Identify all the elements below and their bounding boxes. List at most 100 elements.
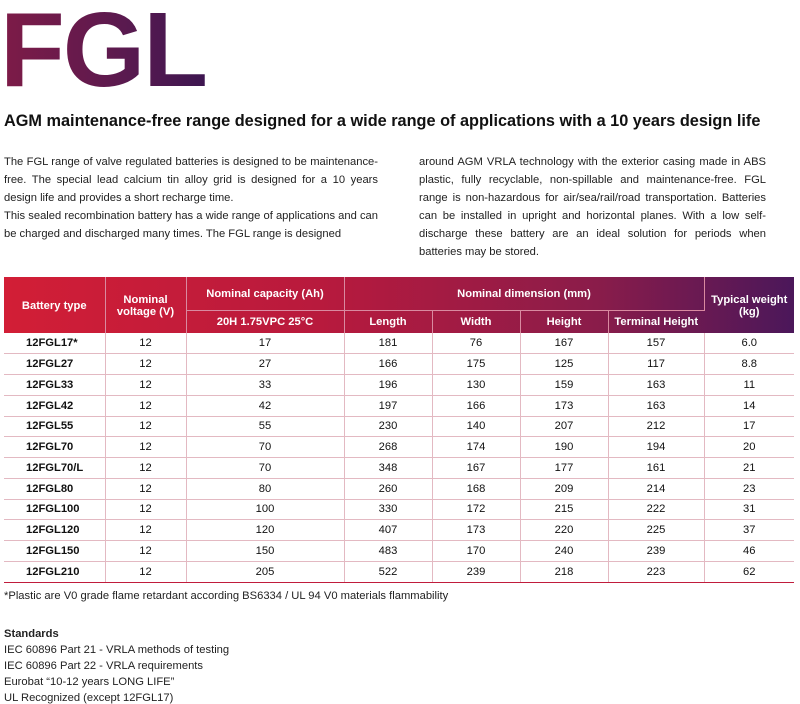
table-row: 12FGL33 12 33 196 130 159 163 11 <box>4 374 794 396</box>
table-row: 12FGL55 12 55 230 140 207 212 17 <box>4 416 794 438</box>
cell-weight: 23 <box>704 478 794 500</box>
cell-battery-type: 12FGL150 <box>4 540 106 562</box>
cell-terminal-height: 239 <box>608 540 705 562</box>
cell-length: 260 <box>344 478 433 500</box>
cell-weight: 8.8 <box>704 353 794 375</box>
table-header: Battery type Nominal voltage (V) Nominal… <box>4 277 794 333</box>
cell-battery-type: 12FGL42 <box>4 395 106 417</box>
cell-length: 522 <box>344 561 433 583</box>
table-row: 12FGL27 12 27 166 175 125 117 8.8 <box>4 353 794 375</box>
cell-length: 181 <box>344 333 433 355</box>
cell-length: 483 <box>344 540 433 562</box>
cell-terminal-height: 225 <box>608 519 705 541</box>
table-row: 12FGL70/L 12 70 348 167 177 161 21 <box>4 457 794 479</box>
cell-length: 330 <box>344 499 433 521</box>
table-row: 12FGL42 12 42 197 166 173 163 14 <box>4 395 794 417</box>
cell-terminal-height: 117 <box>608 353 705 375</box>
cell-voltage: 12 <box>105 561 187 583</box>
cell-terminal-height: 163 <box>608 374 705 396</box>
cell-capacity: 100 <box>186 499 345 521</box>
standards-item: UL Recognized (except 12FGL17) <box>4 692 174 704</box>
table-row: 12FGL100 12 100 330 172 215 222 31 <box>4 499 794 521</box>
cell-capacity: 70 <box>186 436 345 458</box>
header-length: Length <box>344 309 433 333</box>
header-terminal-height: Terminal Height <box>608 309 704 333</box>
cell-capacity: 70 <box>186 457 345 479</box>
cell-weight: 6.0 <box>704 333 794 355</box>
cell-width: 140 <box>432 416 521 438</box>
cell-width: 172 <box>432 499 521 521</box>
cell-terminal-height: 214 <box>608 478 705 500</box>
cell-capacity: 55 <box>186 416 345 438</box>
cell-width: 170 <box>432 540 521 562</box>
table-row: 12FGL17* 12 17 181 76 167 157 6.0 <box>4 333 794 355</box>
cell-length: 197 <box>344 395 433 417</box>
cell-width: 130 <box>432 374 521 396</box>
cell-height: 167 <box>520 333 609 355</box>
cell-height: 240 <box>520 540 609 562</box>
cell-battery-type: 12FGL27 <box>4 353 106 375</box>
intro-right-column: around AGM VRLA technology with the exte… <box>419 153 766 261</box>
standards-item: Eurobat “10-12 years LONG LIFE” <box>4 676 175 688</box>
cell-height: 209 <box>520 478 609 500</box>
cell-battery-type: 12FGL55 <box>4 416 106 438</box>
cell-width: 174 <box>432 436 521 458</box>
cell-voltage: 12 <box>105 353 187 375</box>
cell-terminal-height: 194 <box>608 436 705 458</box>
cell-weight: 20 <box>704 436 794 458</box>
cell-length: 166 <box>344 353 433 375</box>
cell-terminal-height: 212 <box>608 416 705 438</box>
cell-battery-type: 12FGL70/L <box>4 457 106 479</box>
cell-battery-type: 12FGL17* <box>4 333 106 355</box>
header-height: Height <box>520 309 609 333</box>
cell-voltage: 12 <box>105 478 187 500</box>
cell-capacity: 33 <box>186 374 345 396</box>
intro-paragraph: This sealed recombination battery has a … <box>4 210 378 240</box>
cell-voltage: 12 <box>105 519 187 541</box>
cell-height: 159 <box>520 374 609 396</box>
cell-width: 167 <box>432 457 521 479</box>
intro-paragraph: The FGL range of valve regulated batteri… <box>4 156 378 204</box>
cell-voltage: 12 <box>105 374 187 396</box>
cell-weight: 17 <box>704 416 794 438</box>
cell-battery-type: 12FGL100 <box>4 499 106 521</box>
header-battery-type: Battery type <box>4 277 106 333</box>
cell-weight: 21 <box>704 457 794 479</box>
cell-capacity: 17 <box>186 333 345 355</box>
cell-height: 207 <box>520 416 609 438</box>
cell-terminal-height: 222 <box>608 499 705 521</box>
cell-weight: 37 <box>704 519 794 541</box>
cell-length: 407 <box>344 519 433 541</box>
cell-width: 76 <box>432 333 521 355</box>
table-row: 12FGL150 12 150 483 170 240 239 46 <box>4 540 794 562</box>
cell-height: 125 <box>520 353 609 375</box>
standards-item: IEC 60896 Part 22 - VRLA requirements <box>4 660 203 672</box>
cell-length: 196 <box>344 374 433 396</box>
cell-battery-type: 12FGL210 <box>4 561 106 583</box>
table-body: 12FGL17* 12 17 181 76 167 157 6.0 12FGL2… <box>4 333 794 583</box>
header-nominal-capacity: Nominal capacity (Ah) <box>186 277 345 310</box>
table-row: 12FGL80 12 80 260 168 209 214 23 <box>4 478 794 500</box>
cell-width: 239 <box>432 561 521 583</box>
cell-voltage: 12 <box>105 395 187 417</box>
cell-weight: 31 <box>704 499 794 521</box>
header-capacity-note: 20H 1.75VPC 25°C <box>186 309 345 333</box>
cell-voltage: 12 <box>105 457 187 479</box>
cell-terminal-height: 163 <box>608 395 705 417</box>
cell-height: 177 <box>520 457 609 479</box>
table-footnote: *Plastic are V0 grade flame retardant ac… <box>4 590 449 602</box>
cell-voltage: 12 <box>105 540 187 562</box>
cell-capacity: 205 <box>186 561 345 583</box>
cell-capacity: 120 <box>186 519 345 541</box>
table-row: 12FGL210 12 205 522 239 218 223 62 <box>4 561 794 583</box>
cell-battery-type: 12FGL33 <box>4 374 106 396</box>
cell-height: 190 <box>520 436 609 458</box>
cell-weight: 62 <box>704 561 794 583</box>
cell-battery-type: 12FGL80 <box>4 478 106 500</box>
cell-battery-type: 12FGL70 <box>4 436 106 458</box>
cell-voltage: 12 <box>105 333 187 355</box>
cell-terminal-height: 157 <box>608 333 705 355</box>
cell-capacity: 150 <box>186 540 345 562</box>
cell-voltage: 12 <box>105 416 187 438</box>
cell-width: 168 <box>432 478 521 500</box>
